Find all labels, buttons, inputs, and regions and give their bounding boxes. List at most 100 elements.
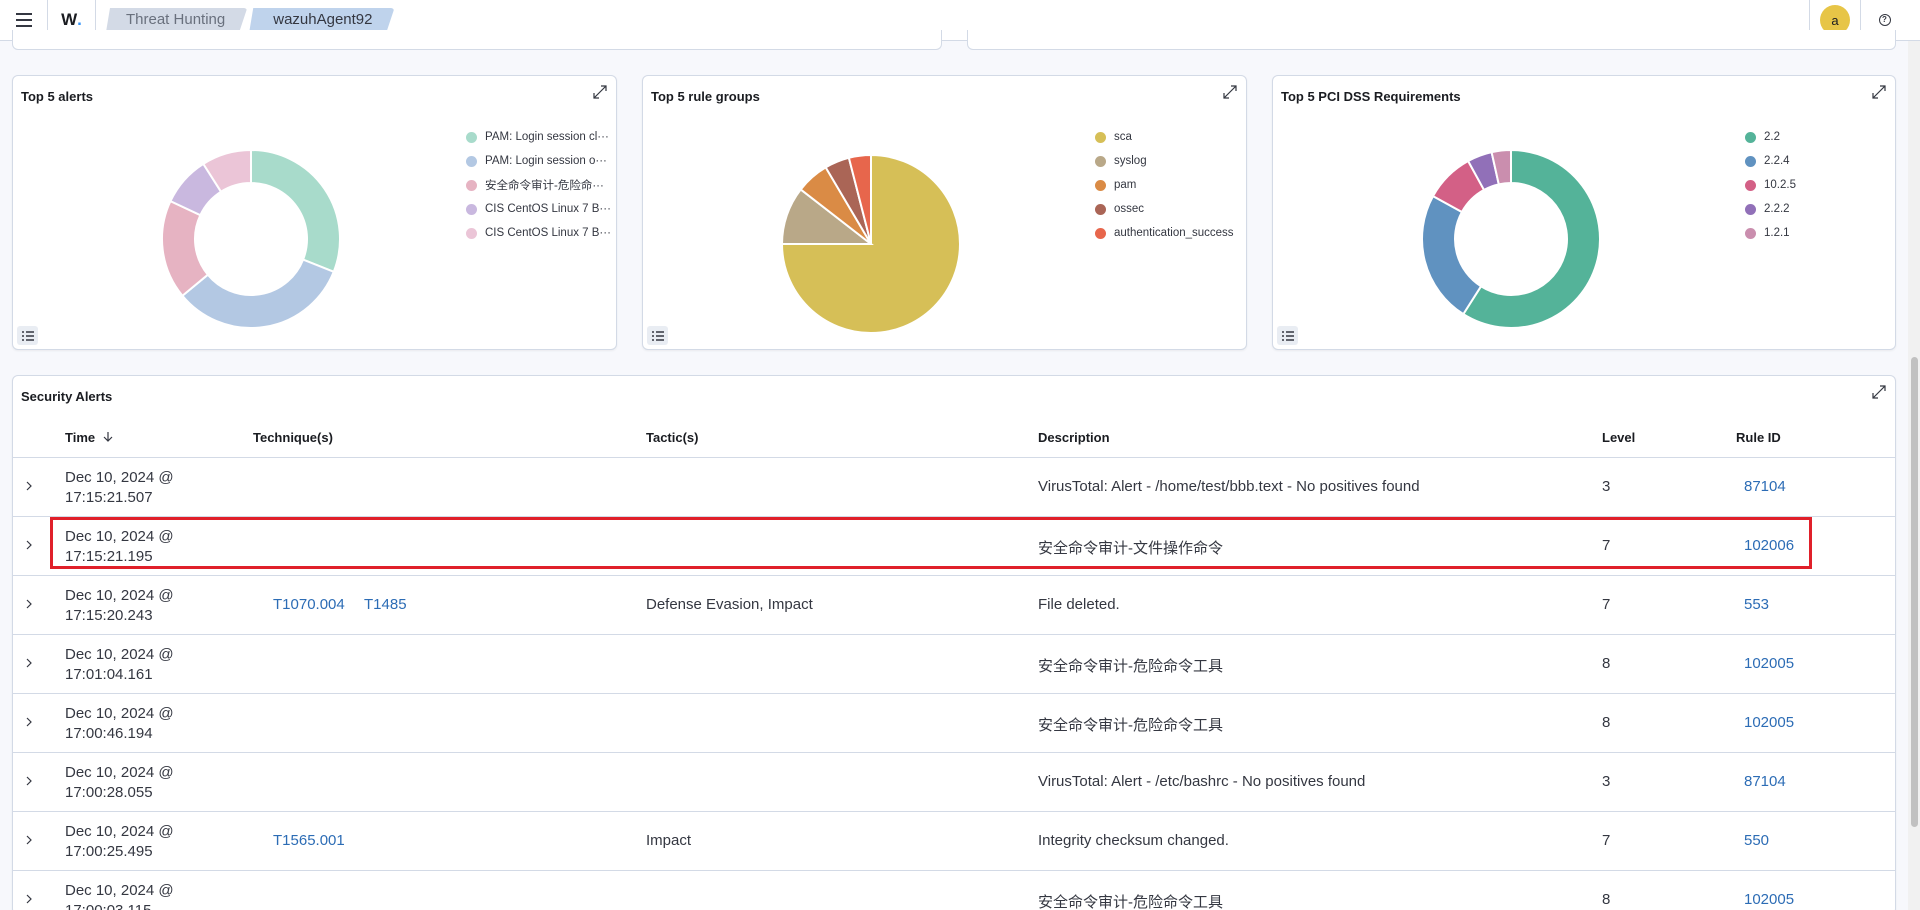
- column-header-level[interactable]: Level: [1602, 430, 1636, 445]
- time-date: Dec 10, 2024 @: [65, 764, 174, 781]
- legend-item[interactable]: PAM: Login session o···: [466, 149, 611, 173]
- table-row[interactable]: Dec 10, 2024 @ 17:15:20.243 T1070.004 T1485…: [13, 576, 1895, 635]
- legend-item[interactable]: syslog: [1095, 149, 1234, 173]
- rule-id-link[interactable]: 102005: [1744, 655, 1795, 672]
- time-date: Dec 10, 2024 @: [65, 823, 174, 840]
- technique-link[interactable]: T1070.004: [273, 596, 345, 613]
- column-header-tactics[interactable]: Tactic(s): [646, 430, 699, 445]
- cell-time: Dec 10, 2024 @ 17:00:28.055: [65, 763, 174, 803]
- rule-id-link[interactable]: 102005: [1744, 714, 1795, 731]
- legend-item[interactable]: PAM: Login session cl···: [466, 125, 611, 149]
- rule-id-link[interactable]: 102006: [1744, 537, 1795, 554]
- top-pci-donut-chart[interactable]: [1411, 139, 1611, 339]
- expand-icon[interactable]: [1871, 84, 1887, 100]
- page-scrollbar[interactable]: [1908, 41, 1920, 910]
- time-date: Dec 10, 2024 @: [65, 646, 174, 663]
- chart-slice[interactable]: [250, 148, 341, 274]
- logo-text: W: [61, 10, 78, 29]
- top-rule-groups-pie-chart[interactable]: [771, 144, 971, 344]
- wazuh-logo[interactable]: W.: [48, 0, 96, 41]
- expand-icon[interactable]: [1222, 84, 1238, 100]
- column-header-time[interactable]: Time: [65, 430, 114, 445]
- technique-link[interactable]: T1565.001: [273, 832, 345, 849]
- table-row[interactable]: Dec 10, 2024 @ 17:15:21.507 VirusTotal: Al…: [13, 458, 1895, 517]
- chart-slice[interactable]: [181, 258, 336, 329]
- top-alerts-donut-chart[interactable]: [151, 139, 351, 339]
- breadcrumb-threat-hunting[interactable]: Threat Hunting: [106, 8, 247, 32]
- legend-item[interactable]: authentication_success: [1095, 221, 1234, 245]
- legend-item[interactable]: 2.2: [1745, 125, 1796, 149]
- hamburger-menu-button[interactable]: [0, 0, 48, 41]
- legend-label: ossec: [1114, 203, 1145, 215]
- chart-slice[interactable]: [1461, 148, 1601, 329]
- chart-slice[interactable]: [1421, 194, 1483, 316]
- legend-item[interactable]: CIS CentOS Linux 7 B···: [466, 221, 611, 245]
- legend-item[interactable]: sca: [1095, 125, 1234, 149]
- list-icon: [21, 330, 34, 341]
- legend-color-dot: [466, 179, 477, 191]
- legend-label: CIS CentOS Linux 7 B···: [485, 203, 611, 215]
- chart-slice[interactable]: [1490, 148, 1512, 186]
- chevron-right-icon[interactable]: [23, 598, 35, 610]
- legend-label: pam: [1114, 179, 1137, 191]
- table-row[interactable]: Dec 10, 2024 @ 17:15:21.195 安全命令审计-文件操作命令 7…: [13, 517, 1895, 576]
- legend-item[interactable]: 10.2.5: [1745, 173, 1796, 197]
- legend-toggle-button[interactable]: [1277, 326, 1298, 345]
- legend-toggle-button[interactable]: [17, 326, 38, 345]
- column-header-rule-id[interactable]: Rule ID: [1736, 430, 1781, 445]
- help-icon: ?: [1878, 14, 1891, 26]
- legend-color-dot: [466, 227, 477, 239]
- breadcrumb-agent[interactable]: wazuhAgent92: [249, 8, 394, 32]
- table-row[interactable]: Dec 10, 2024 @ 17:00:03.115 安全命令审计-危险命令工具 8…: [13, 871, 1895, 910]
- chevron-right-icon[interactable]: [23, 539, 35, 551]
- chart-slice[interactable]: [847, 153, 872, 245]
- rule-id-link[interactable]: 87104: [1744, 478, 1786, 495]
- rule-id-link[interactable]: 102005: [1744, 891, 1795, 908]
- table-row[interactable]: Dec 10, 2024 @ 17:00:25.495 T1565.001 Impac…: [13, 812, 1895, 871]
- table-row[interactable]: Dec 10, 2024 @ 17:00:46.194 安全命令审计-危险命令工具 8…: [13, 694, 1895, 753]
- scrollbar-thumb[interactable]: [1911, 357, 1918, 827]
- legend-label: sca: [1114, 131, 1132, 143]
- chart-slice[interactable]: [201, 148, 252, 194]
- expand-icon[interactable]: [1871, 384, 1887, 400]
- chevron-right-icon[interactable]: [23, 775, 35, 787]
- cell-description: VirusTotal: Alert - /etc/bashrc - No pos…: [1038, 773, 1366, 790]
- legend-label: 10.2.5: [1764, 179, 1796, 191]
- legend-item[interactable]: 安全命令审计-危险命···: [466, 173, 611, 197]
- table-row[interactable]: Dec 10, 2024 @ 17:00:28.055 VirusTotal: Al…: [13, 753, 1895, 812]
- legend-item[interactable]: CIS CentOS Linux 7 B···: [466, 197, 611, 221]
- column-header-techniques[interactable]: Technique(s): [253, 430, 333, 445]
- cell-level: 7: [1602, 596, 1611, 613]
- chevron-right-icon[interactable]: [23, 893, 35, 905]
- arrow-down-icon: [103, 432, 113, 442]
- legend-label: 2.2.4: [1764, 155, 1790, 167]
- panel-top-alerts: Top 5 alerts PAM: Login session cl··· PAM…: [12, 75, 617, 350]
- legend-label: syslog: [1114, 155, 1147, 167]
- cell-time: Dec 10, 2024 @ 17:15:20.243: [65, 586, 174, 626]
- chevron-right-icon[interactable]: [23, 834, 35, 846]
- legend-color-dot: [1095, 131, 1106, 143]
- expand-icon[interactable]: [592, 84, 608, 100]
- legend-item[interactable]: pam: [1095, 173, 1234, 197]
- cell-level: 3: [1602, 478, 1611, 495]
- rule-id-link[interactable]: 87104: [1744, 773, 1786, 790]
- legend-color-dot: [466, 131, 477, 143]
- cell-tactics: Impact: [646, 832, 692, 849]
- technique-link[interactable]: T1485: [364, 596, 407, 613]
- table-row[interactable]: Dec 10, 2024 @ 17:01:04.161 安全命令审计-危险命令工具 8…: [13, 635, 1895, 694]
- chevron-right-icon[interactable]: [23, 716, 35, 728]
- legend-toggle-button[interactable]: [647, 326, 668, 345]
- chevron-right-icon[interactable]: [23, 657, 35, 669]
- legend-item[interactable]: ossec: [1095, 197, 1234, 221]
- column-header-description[interactable]: Description: [1038, 430, 1110, 445]
- time-clock: 17:00:03.115: [65, 901, 174, 910]
- panel-top-rule-groups: Top 5 rule groups sca syslog pam ossec authe…: [642, 75, 1247, 350]
- legend-item[interactable]: 1.2.1: [1745, 221, 1796, 245]
- legend-item[interactable]: 2.2.4: [1745, 149, 1796, 173]
- chevron-right-icon[interactable]: [23, 480, 35, 492]
- help-button[interactable]: ?: [1861, 14, 1908, 26]
- rule-id-link[interactable]: 553: [1744, 596, 1770, 613]
- legend-item[interactable]: 2.2.2: [1745, 197, 1796, 221]
- panel-title: Security Alerts: [21, 389, 113, 404]
- rule-id-link[interactable]: 550: [1744, 832, 1770, 849]
